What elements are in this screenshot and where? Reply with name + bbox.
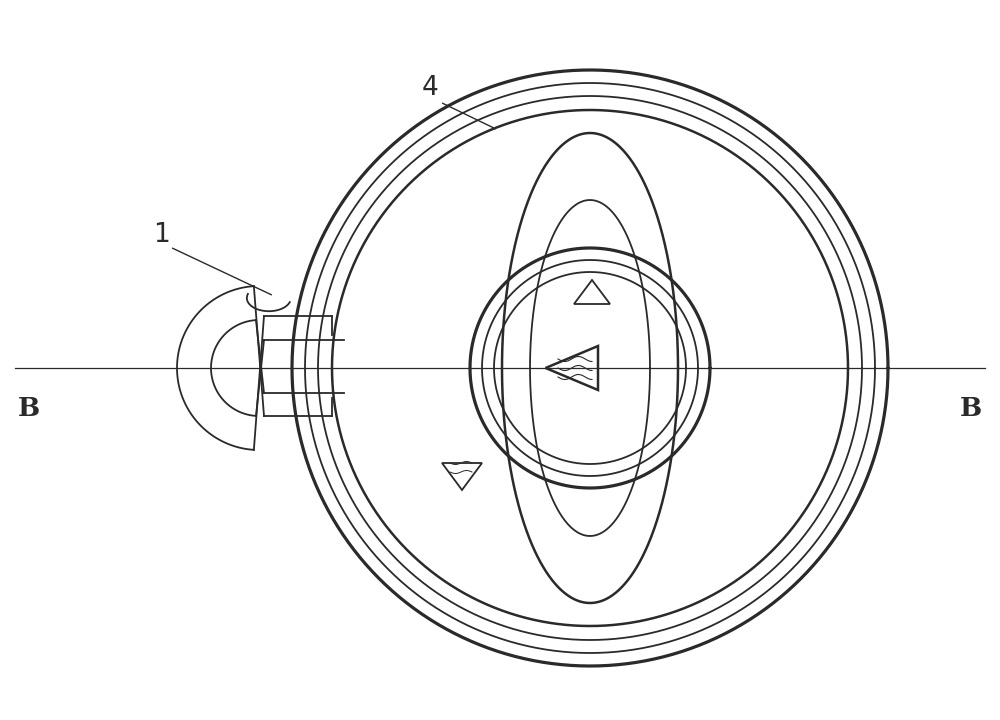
Text: B: B [18, 396, 40, 421]
Text: B: B [960, 396, 982, 421]
Text: 1: 1 [154, 222, 170, 248]
Text: 4: 4 [422, 75, 438, 101]
